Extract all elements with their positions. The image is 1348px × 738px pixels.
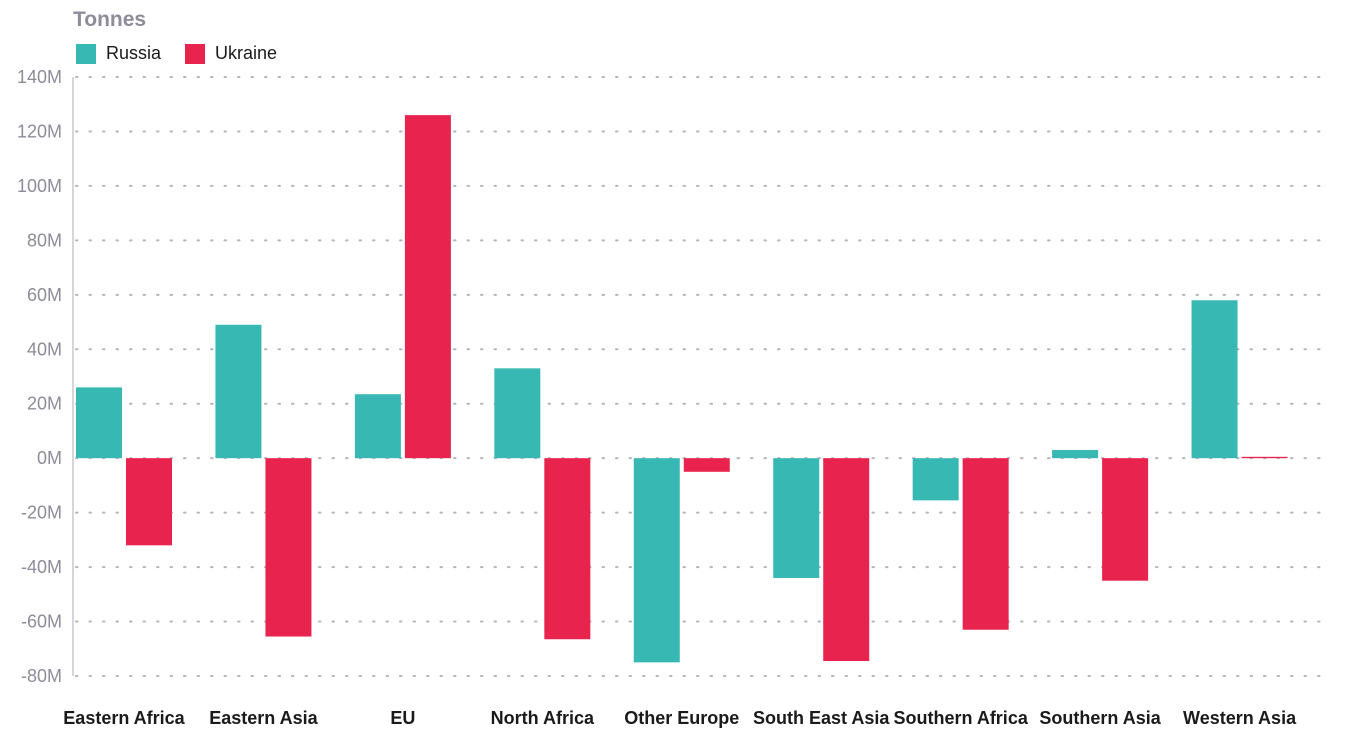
bar-ukraine-north-africa — [544, 458, 591, 640]
y-tick-label: -60M — [21, 612, 62, 632]
x-tick-label: Eastern Asia — [209, 708, 318, 728]
bar-russia-south-east-asia — [773, 458, 820, 578]
y-tick-label: -40M — [21, 557, 62, 577]
legend: Russia Ukraine — [76, 43, 301, 64]
y-tick-label: 100M — [17, 176, 62, 196]
x-tick-label: EU — [390, 708, 415, 728]
y-tick-label: 60M — [27, 285, 62, 305]
bar-russia-eu — [354, 394, 401, 459]
bar-ukraine-south-east-asia — [823, 458, 870, 662]
bar-ukraine-southern-africa — [962, 458, 1009, 630]
y-tick-label: 0M — [37, 448, 62, 468]
bar-russia-eastern-asia — [215, 324, 262, 459]
x-tick-label: Southern Africa — [893, 708, 1028, 728]
bar-ukraine-eastern-asia — [265, 458, 312, 637]
bar-ukraine-other-europe — [683, 458, 730, 472]
y-unit-label: Tonnes — [73, 8, 147, 31]
bar-russia-north-africa — [494, 368, 541, 459]
x-tick-label: Other Europe — [624, 708, 739, 728]
bar-russia-western-asia — [1191, 300, 1238, 459]
x-tick-label: North Africa — [491, 708, 595, 728]
y-tick-label: 40M — [27, 339, 62, 359]
y-tick-label: -80M — [21, 666, 62, 686]
bar-ukraine-eastern-africa — [126, 458, 172, 546]
x-tick-label: Southern Asia — [1039, 708, 1161, 728]
legend-swatch-russia — [76, 43, 96, 64]
legend-label-russia: Russia — [106, 43, 162, 63]
bar-ukraine-eu — [404, 115, 451, 459]
bar-russia-southern-asia — [1052, 450, 1099, 459]
legend-swatch-ukraine — [185, 43, 206, 64]
y-tick-label: -20M — [21, 503, 62, 523]
bar-ukraine-western-asia — [1241, 456, 1288, 459]
x-tick-label: Western Asia — [1183, 708, 1297, 728]
legend-label-ukraine: Ukraine — [215, 43, 278, 63]
x-tick-label: South East Asia — [753, 708, 890, 728]
bar-russia-southern-africa — [912, 458, 959, 501]
y-tick-label: 20M — [27, 394, 62, 414]
legend-item-russia[interactable]: Russia — [76, 43, 161, 64]
y-tick-label: 80M — [27, 230, 62, 250]
bar-russia-other-europe — [633, 458, 680, 663]
bar-ukraine-southern-asia — [1102, 458, 1149, 581]
legend-item-ukraine[interactable]: Ukraine — [185, 43, 277, 64]
y-tick-label: 120M — [17, 121, 62, 141]
bar-russia-eastern-africa — [76, 387, 122, 459]
x-tick-label: Eastern Africa — [63, 708, 185, 728]
y-tick-label: 140M — [17, 67, 62, 87]
